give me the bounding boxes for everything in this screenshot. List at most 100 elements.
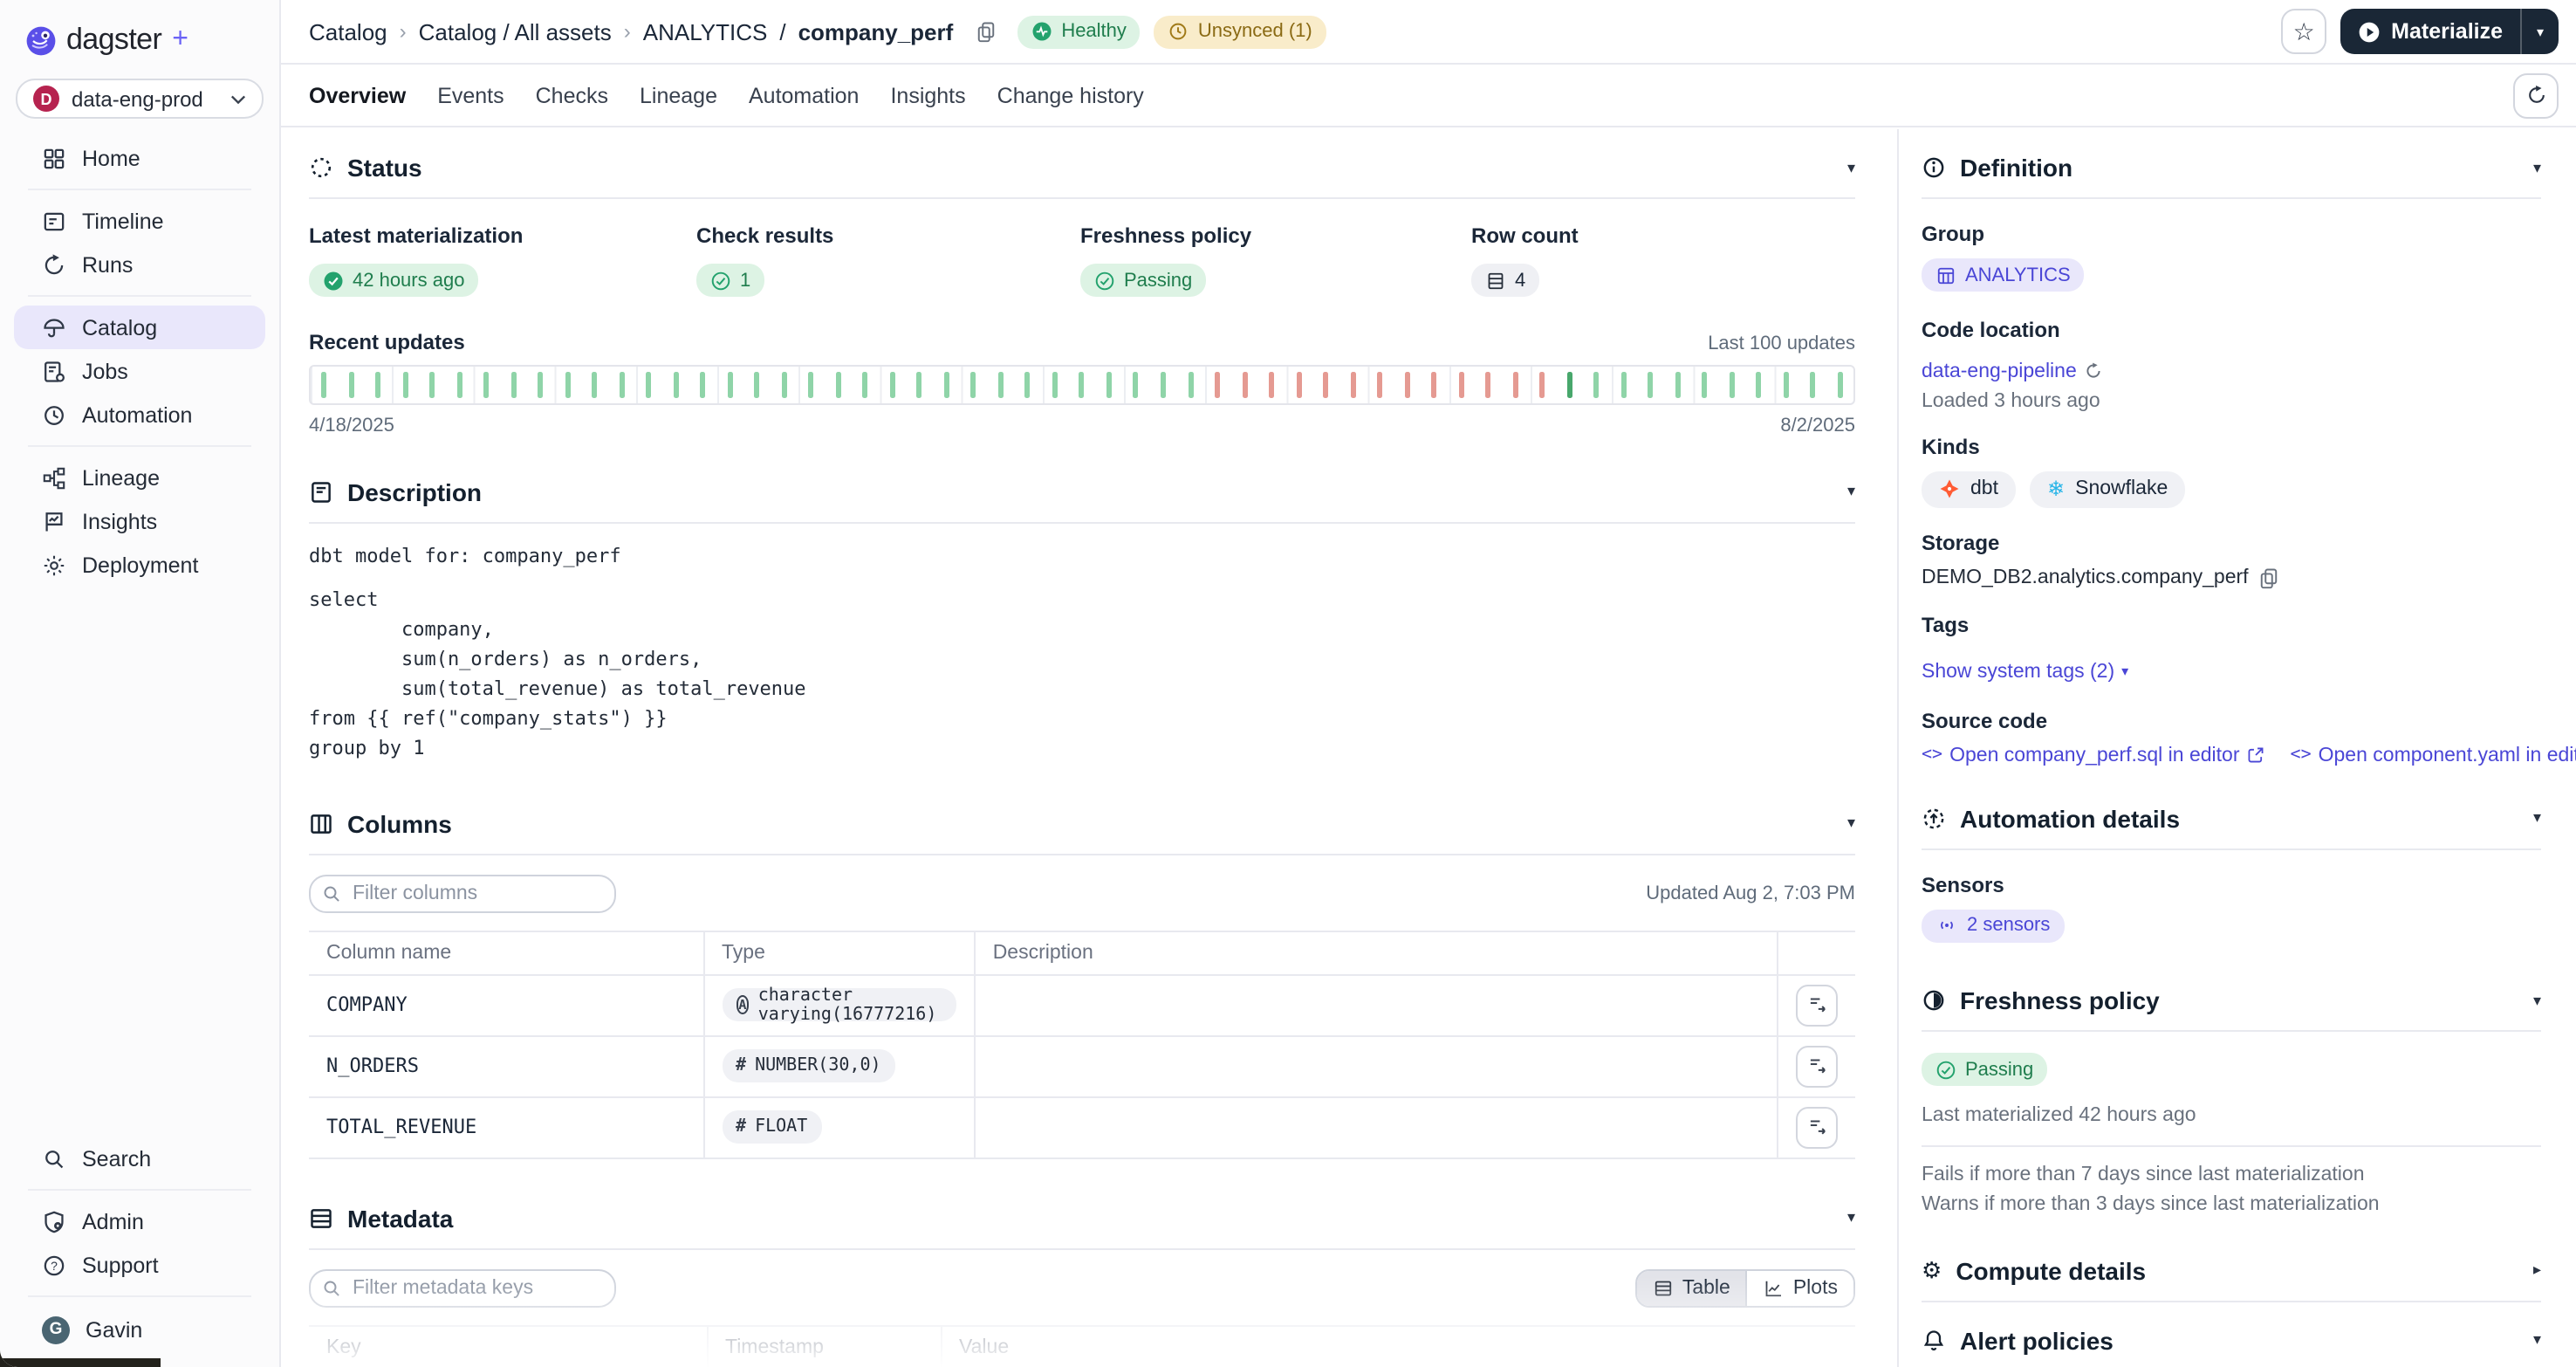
materialize-dropdown-caret[interactable]: ▾ [2520,9,2559,54]
kind-badge-snowflake[interactable]: ❄ Snowflake [2030,471,2186,507]
update-tick[interactable] [483,371,490,397]
tab-change-history[interactable]: Change history [997,83,1144,107]
update-tick[interactable] [1242,371,1248,397]
update-tick[interactable] [1350,371,1356,397]
open-yaml-link[interactable]: <> Open component.yaml in editor [2290,745,2576,766]
columns-filter-input[interactable] [309,874,616,913]
sidebar-item-deployment[interactable]: Deployment [14,543,265,587]
copy-asset-name-button[interactable] [976,20,997,43]
metadata-filter-input[interactable] [309,1268,616,1308]
breadcrumb-all-assets[interactable]: Catalog / All assets [418,18,612,45]
update-tick[interactable] [646,371,652,397]
sidebar-item-insights[interactable]: Insights [14,499,265,543]
tab-events[interactable]: Events [437,83,504,107]
update-tick[interactable] [700,371,706,397]
update-tick[interactable] [1702,371,1708,397]
tab-lineage[interactable]: Lineage [640,83,717,107]
collapse-caret-icon[interactable]: ▾ [2532,1330,2541,1348]
update-tick[interactable] [1296,371,1302,397]
update-tick[interactable] [997,371,1004,397]
sidebar-item-jobs[interactable]: Jobs [14,349,265,393]
user-menu[interactable]: G Gavin [14,1306,265,1353]
update-tick[interactable] [1648,371,1654,397]
code-location-link[interactable]: data-eng-pipeline [1922,361,2103,381]
update-tick[interactable] [781,371,787,397]
update-tick[interactable] [1431,371,1437,397]
update-tick[interactable] [1079,371,1085,397]
row-count-badge[interactable]: 4 [1471,264,1540,297]
sidebar-item-timeline[interactable]: Timeline [14,199,265,243]
update-tick[interactable] [727,371,733,397]
update-tick[interactable] [1323,371,1329,397]
update-tick[interactable] [1566,371,1572,397]
update-tick[interactable] [456,371,462,397]
update-tick[interactable] [1377,371,1383,397]
update-tick[interactable] [1106,371,1112,397]
latest-materialization-badge[interactable]: 42 hours ago [309,264,479,297]
sidebar-item-lineage[interactable]: Lineage [14,456,265,499]
freshness-policy-badge[interactable]: Passing [1080,264,1207,297]
update-tick[interactable] [916,371,922,397]
refresh-button[interactable] [2513,72,2559,118]
sidebar-item-admin[interactable]: Admin [14,1199,265,1243]
update-tick[interactable] [1160,371,1166,397]
update-tick[interactable] [1512,371,1518,397]
materialize-main[interactable]: Materialize [2340,9,2520,54]
update-tick[interactable] [1458,371,1464,397]
update-tick[interactable] [565,371,571,397]
update-tick[interactable] [1620,371,1627,397]
collapse-caret-icon[interactable]: ▾ [2532,991,2541,1008]
deployment-switcher[interactable]: D data-eng-prod [16,79,264,119]
favorite-star-button[interactable]: ☆ [2281,9,2327,54]
sidebar-item-runs[interactable]: Runs [14,243,265,286]
collapse-caret-icon[interactable]: ▾ [1846,814,1855,832]
collapse-caret-icon[interactable]: ▾ [2532,808,2541,826]
update-tick[interactable] [1188,371,1193,397]
update-tick[interactable] [1837,371,1843,397]
breadcrumb-catalog[interactable]: Catalog [309,18,387,45]
update-tick[interactable] [1133,371,1139,397]
update-tick[interactable] [1269,371,1275,397]
collapse-caret-icon[interactable]: ▾ [1846,1208,1855,1226]
update-tick[interactable] [538,371,544,397]
update-tick[interactable] [1675,371,1681,397]
sidebar-item-automation[interactable]: Automation [14,393,265,436]
breadcrumb-group[interactable]: ANALYTICS [642,18,768,45]
update-tick[interactable] [808,371,814,397]
expand-caret-icon[interactable]: ▸ [2532,1261,2541,1278]
update-tick[interactable] [1539,371,1545,397]
check-results-badge[interactable]: 1 [696,264,765,297]
update-tick[interactable] [943,371,949,397]
materialize-button[interactable]: Materialize ▾ [2340,9,2559,54]
update-tick[interactable] [619,371,625,397]
collapse-caret-icon[interactable]: ▾ [2532,158,2541,175]
collapse-caret-icon[interactable]: ▾ [1846,158,1855,175]
unsynced-badge[interactable]: Unsynced (1) [1154,15,1326,48]
copy-storage-button[interactable] [2259,567,2280,589]
update-tick[interactable] [1729,371,1735,397]
sidebar-item-catalog[interactable]: Catalog [14,306,265,349]
brand-logo[interactable]: dagster + [0,0,279,72]
tab-automation[interactable]: Automation [749,83,860,107]
update-tick[interactable] [889,371,895,397]
sidebar-item-search[interactable]: Search [14,1137,265,1180]
update-tick[interactable] [1593,371,1600,397]
sidebar-item-home[interactable]: Home [14,136,265,180]
update-tick[interactable] [1783,371,1789,397]
update-tick[interactable] [1810,371,1816,397]
update-tick[interactable] [835,371,841,397]
kind-badge-dbt[interactable]: dbt [1922,471,2016,507]
sidebar-item-support[interactable]: ? Support [14,1243,265,1287]
update-tick[interactable] [375,371,381,397]
update-tick[interactable] [402,371,408,397]
update-tick[interactable] [429,371,435,397]
column-lineage-button[interactable] [1796,1106,1838,1149]
update-tick[interactable] [321,371,326,397]
update-tick[interactable] [754,371,760,397]
health-badge[interactable]: Healthy [1017,15,1141,48]
update-tick[interactable] [862,371,868,397]
column-lineage-button[interactable] [1796,1045,1838,1088]
toggle-plots-view[interactable]: Plots [1745,1270,1853,1306]
update-tick[interactable] [1052,371,1058,397]
open-sql-link[interactable]: <> Open company_perf.sql in editor [1922,745,2266,766]
